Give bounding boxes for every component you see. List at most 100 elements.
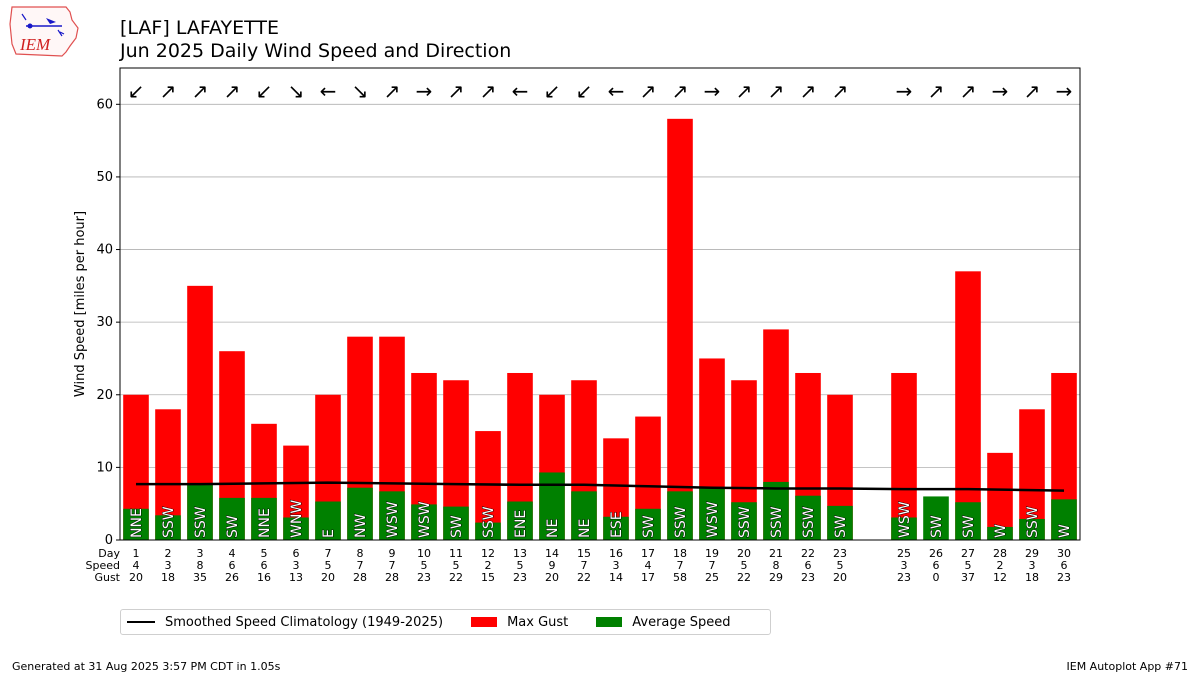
table-cell: 27 <box>961 547 975 560</box>
table-cell: 23 <box>417 571 431 584</box>
direction-label: NW <box>353 514 369 538</box>
direction-arrow: ↗ <box>640 79 657 103</box>
table-cell: 26 <box>225 571 239 584</box>
table-cell: 29 <box>1025 547 1039 560</box>
table-cell: 20 <box>321 571 335 584</box>
table-cell: 5 <box>261 547 268 560</box>
table-cell: 18 <box>673 547 687 560</box>
table-cell: 14 <box>545 547 559 560</box>
avg-bar <box>475 522 501 540</box>
direction-label: WSW <box>705 501 721 538</box>
table-cell: 8 <box>197 559 204 572</box>
direction-arrow: ↙ <box>128 79 145 103</box>
direction-arrow: ↗ <box>928 79 945 103</box>
direction-label: SSW <box>737 506 753 538</box>
table-cell: 10 <box>417 547 431 560</box>
direction-label: WNW <box>289 500 305 538</box>
table-cell: 23 <box>833 547 847 560</box>
avg-bar <box>571 491 597 540</box>
avg-bar <box>603 516 629 540</box>
table-cell: 5 <box>453 559 460 572</box>
table-cell: 9 <box>549 559 556 572</box>
legend-climo-line <box>127 621 155 623</box>
table-cell: 16 <box>609 547 623 560</box>
direction-arrow: ↙ <box>544 79 561 103</box>
direction-label: SW <box>833 515 849 538</box>
table-row-label: Speed <box>86 559 120 572</box>
table-cell: 7 <box>389 559 396 572</box>
table-cell: 22 <box>577 571 591 584</box>
legend-avg-swatch <box>596 617 623 627</box>
table-cell: 5 <box>325 559 332 572</box>
y-tick-label: 60 <box>96 97 113 112</box>
table-cell: 6 <box>1061 559 1068 572</box>
table-cell: 18 <box>1025 571 1039 584</box>
avg-bar <box>507 501 533 540</box>
table-cell: 25 <box>705 571 719 584</box>
table-cell: 5 <box>421 559 428 572</box>
chart-legend: Smoothed Speed Climatology (1949-2025) M… <box>120 609 771 635</box>
direction-arrow: ↗ <box>448 79 465 103</box>
direction-label: NNE <box>257 508 273 538</box>
table-cell: 12 <box>993 571 1007 584</box>
direction-label: SSW <box>801 506 817 538</box>
table-cell: 13 <box>289 571 303 584</box>
table-cell: 19 <box>705 547 719 560</box>
table-cell: 23 <box>513 571 527 584</box>
table-cell: 23 <box>1057 571 1071 584</box>
table-cell: 4 <box>133 559 140 572</box>
table-cell: 58 <box>673 571 687 584</box>
direction-label: WSW <box>897 501 913 538</box>
table-cell: 8 <box>773 559 780 572</box>
table-cell: 20 <box>737 547 751 560</box>
direction-arrow: ← <box>320 79 337 103</box>
direction-label: SW <box>449 515 465 538</box>
avg-bar <box>699 487 725 540</box>
legend-item-avg: Average Speed <box>596 615 731 630</box>
chart-title-subtitle: Jun 2025 Daily Wind Speed and Direction <box>120 40 512 62</box>
avg-bar <box>1019 518 1045 540</box>
gust-bar <box>891 372 917 540</box>
table-cell: 6 <box>293 547 300 560</box>
table-cell: 29 <box>769 571 783 584</box>
direction-label: ESE <box>609 511 625 538</box>
table-cell: 37 <box>961 571 975 584</box>
direction-label: SW <box>929 515 945 538</box>
table-cell: 9 <box>389 547 396 560</box>
avg-bar <box>827 505 853 540</box>
direction-arrow: ↗ <box>672 79 689 103</box>
table-cell: 22 <box>801 547 815 560</box>
avg-bar <box>315 501 341 540</box>
table-cell: 14 <box>609 571 623 584</box>
chart-title-station: [LAF] LAFAYETTE <box>120 17 280 39</box>
avg-bar <box>891 517 917 540</box>
direction-label: SSW <box>1025 506 1041 538</box>
table-cell: 7 <box>357 559 364 572</box>
avg-bar <box>763 481 789 540</box>
gust-bar <box>987 452 1013 540</box>
legend-item-climo: Smoothed Speed Climatology (1949-2025) <box>127 615 443 630</box>
table-cell: 7 <box>677 559 684 572</box>
direction-arrow: ↗ <box>160 79 177 103</box>
table-cell: 7 <box>709 559 716 572</box>
direction-label: SSW <box>673 506 689 538</box>
legend-gust-label: Max Gust <box>507 614 569 630</box>
direction-arrow: ↗ <box>224 79 241 103</box>
table-cell: 28 <box>353 571 367 584</box>
table-cell: 0 <box>933 571 940 584</box>
legend-gust-swatch <box>471 617 498 627</box>
table-cell: 4 <box>229 547 236 560</box>
y-tick-label: 0 <box>105 533 113 548</box>
table-cell: 35 <box>193 571 207 584</box>
direction-label: SW <box>225 515 241 538</box>
direction-label: WSW <box>417 501 433 538</box>
y-tick-label: 20 <box>96 388 113 403</box>
table-cell: 15 <box>577 547 591 560</box>
table-cell: 28 <box>993 547 1007 560</box>
table-cell: 2 <box>165 547 172 560</box>
table-cell: 16 <box>257 571 271 584</box>
direction-arrow: ↘ <box>288 79 305 103</box>
y-tick-label: 10 <box>96 460 113 475</box>
table-cell: 20 <box>129 571 143 584</box>
direction-label: SSW <box>161 506 177 538</box>
